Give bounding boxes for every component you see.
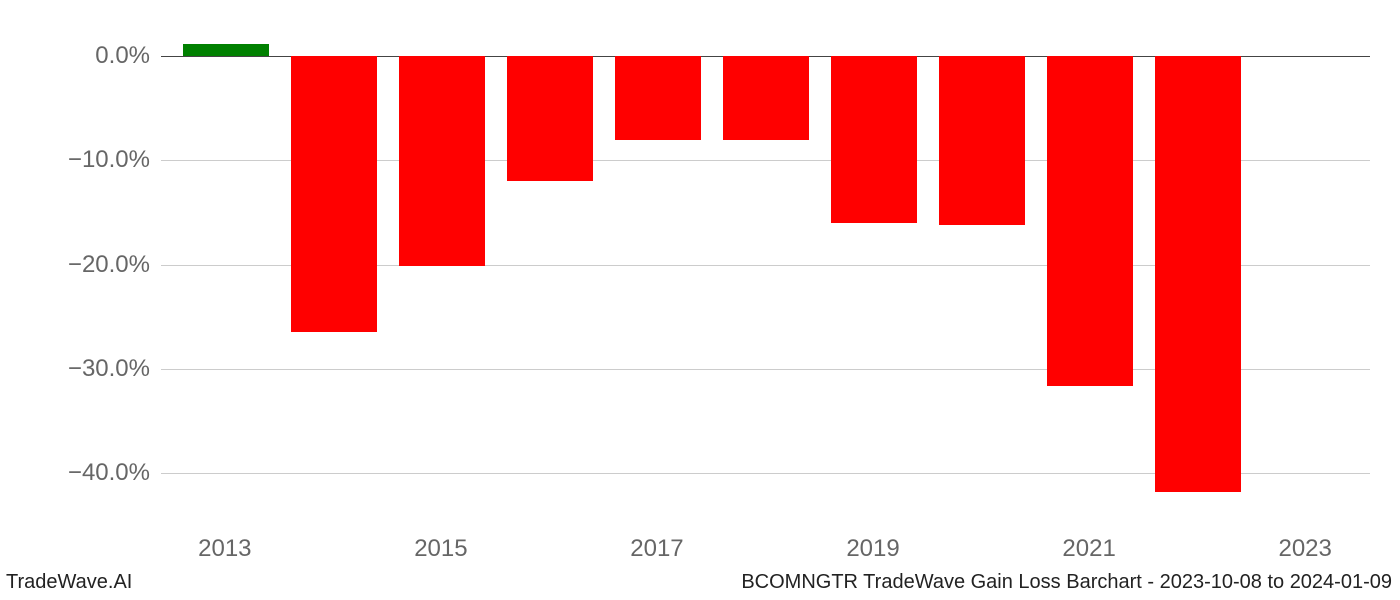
footer-caption: BCOMNGTR TradeWave Gain Loss Barchart - … — [741, 571, 1392, 594]
y-tick-label: −20.0% — [10, 251, 150, 279]
bar-2014 — [291, 56, 377, 332]
y-tick-label: −40.0% — [10, 459, 150, 487]
x-tick-label: 2021 — [1062, 535, 1115, 563]
bar-2018 — [723, 56, 809, 139]
x-tick-label: 2019 — [846, 535, 899, 563]
footer-brand: TradeWave.AI — [6, 571, 132, 594]
bar-2020 — [939, 56, 1025, 225]
bar-2022 — [1155, 56, 1241, 491]
bar-2013 — [183, 44, 269, 57]
y-tick-label: −10.0% — [10, 146, 150, 174]
bar-2016 — [507, 56, 593, 181]
bar-2017 — [615, 56, 701, 139]
x-tick-label: 2017 — [630, 535, 683, 563]
y-tick-label: 0.0% — [10, 42, 150, 70]
gain-loss-barchart: 0.0% −10.0% −20.0% −30.0% −40.0% 2013 2015 201… — [0, 0, 1400, 600]
x-tick-label: 2013 — [198, 535, 251, 563]
bar-2019 — [831, 56, 917, 223]
bar-2021 — [1047, 56, 1133, 386]
y-tick-label: −30.0% — [10, 355, 150, 383]
plot-area — [160, 25, 1370, 525]
x-tick-label: 2023 — [1278, 535, 1331, 563]
bar-2015 — [399, 56, 485, 265]
x-tick-label: 2015 — [414, 535, 467, 563]
